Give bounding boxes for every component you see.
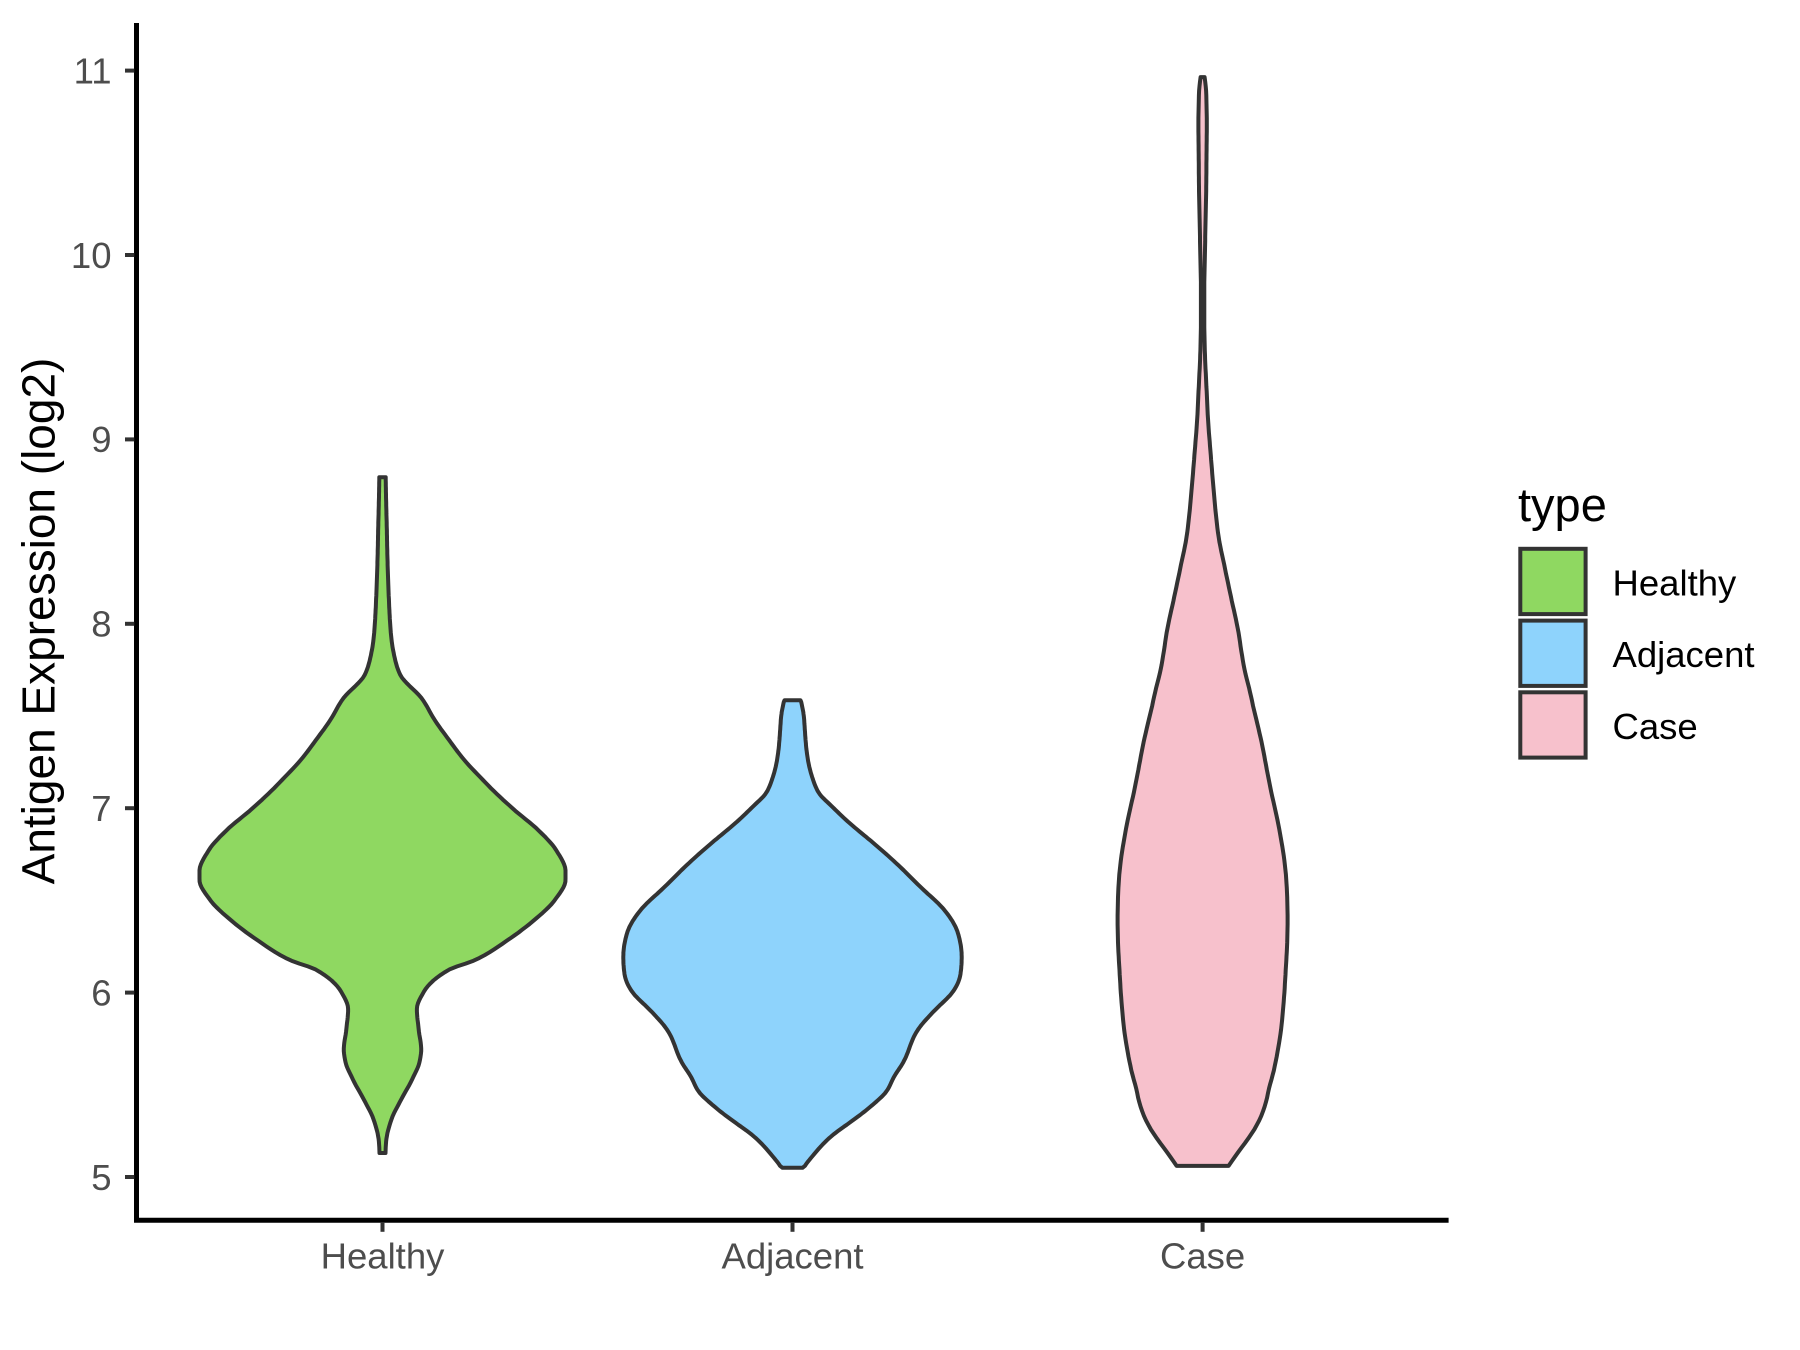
svg-text:Adjacent: Adjacent bbox=[1613, 634, 1755, 675]
svg-text:11: 11 bbox=[74, 50, 112, 91]
svg-text:7: 7 bbox=[91, 788, 111, 829]
svg-text:8: 8 bbox=[91, 604, 111, 645]
svg-text:Healthy: Healthy bbox=[321, 1235, 446, 1276]
svg-text:6: 6 bbox=[91, 972, 111, 1013]
svg-text:5: 5 bbox=[91, 1157, 111, 1198]
svg-text:10: 10 bbox=[71, 235, 112, 276]
svg-text:Case: Case bbox=[1160, 1235, 1245, 1276]
svg-text:9: 9 bbox=[91, 419, 111, 460]
svg-text:Adjacent: Adjacent bbox=[721, 1235, 863, 1276]
svg-text:type: type bbox=[1518, 478, 1607, 531]
svg-text:Healthy: Healthy bbox=[1613, 562, 1738, 603]
svg-text:Case: Case bbox=[1613, 706, 1698, 747]
svg-text:Antigen Expression (log2): Antigen Expression (log2) bbox=[13, 358, 65, 885]
